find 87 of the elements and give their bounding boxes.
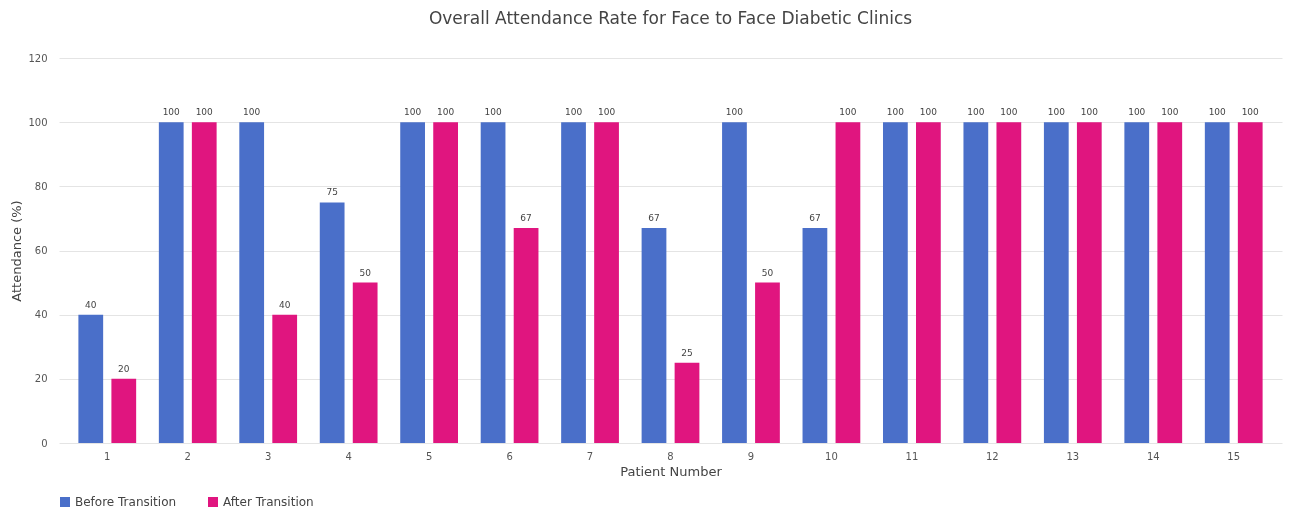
data-label: 100 <box>967 107 985 118</box>
bar <box>722 122 747 443</box>
data-label: 40 <box>278 299 291 310</box>
x-tick-label: 11 <box>905 450 919 462</box>
x-tick-label: 6 <box>506 450 513 462</box>
bar <box>352 282 378 443</box>
bar <box>1237 122 1263 443</box>
data-label: 50 <box>359 267 372 278</box>
bar <box>1157 122 1183 443</box>
data-label: 100 <box>725 107 744 118</box>
data-label: 100 <box>597 107 616 118</box>
bar <box>641 228 667 443</box>
bar <box>513 228 539 443</box>
x-tick-label: 7 <box>586 450 594 462</box>
y-tick-label: 120 <box>28 52 48 64</box>
data-label: 100 <box>1080 107 1099 118</box>
bar <box>400 122 425 443</box>
x-tick-label: 2 <box>184 450 191 462</box>
data-label: 20 <box>118 363 130 374</box>
data-label: 100 <box>839 107 857 118</box>
data-label: 100 <box>243 107 261 118</box>
data-label: 50 <box>761 267 774 278</box>
x-tick-label: 15 <box>1227 450 1241 462</box>
data-label: 40 <box>85 299 97 310</box>
data-label: 67 <box>809 213 821 224</box>
data-label: 100 <box>1047 107 1066 118</box>
bar <box>480 122 506 443</box>
x-tick-label: 10 <box>825 450 838 462</box>
data-label: 100 <box>195 107 214 118</box>
bar <box>755 282 780 443</box>
y-axis-title: Attendance (%) <box>9 200 25 302</box>
x-tick-label: 1 <box>104 450 111 462</box>
bar <box>191 122 217 443</box>
y-tick-label: 100 <box>28 116 48 128</box>
data-label: 100 <box>919 107 938 118</box>
bar <box>433 122 458 443</box>
y-tick-label: 80 <box>34 180 48 192</box>
bar <box>802 228 828 443</box>
bar <box>674 362 700 443</box>
chart-title: Overall Attendance Rate for Face to Face Diabetic Clinics <box>428 8 913 28</box>
bar <box>1124 122 1150 443</box>
bar <box>158 122 184 443</box>
data-label: 100 <box>484 107 502 118</box>
x-tick-label: 14 <box>1146 450 1160 462</box>
x-tick-label: 9 <box>747 450 755 462</box>
bar <box>996 122 1022 443</box>
bar <box>594 122 619 443</box>
bar <box>272 314 298 443</box>
legend-label: Before Transition <box>75 495 177 509</box>
legend-label: After Transition <box>223 495 314 509</box>
y-tick-label: 20 <box>34 373 48 385</box>
data-label: 100 <box>1000 107 1018 118</box>
x-tick-label: 12 <box>985 450 999 462</box>
data-label: 100 <box>1208 107 1227 118</box>
bar <box>916 122 941 443</box>
bar <box>1204 122 1230 443</box>
y-tick-label: 40 <box>34 309 48 321</box>
data-label: 25 <box>681 347 693 358</box>
data-label: 100 <box>162 107 181 118</box>
data-label: 100 <box>437 107 455 118</box>
x-axis-title: Patient Number <box>620 463 723 479</box>
data-label: 67 <box>520 213 532 224</box>
bar <box>1043 122 1069 443</box>
y-tick-label: 0 <box>41 437 48 449</box>
data-label: 100 <box>1128 107 1146 118</box>
data-label: 75 <box>326 187 338 198</box>
bar <box>111 378 137 443</box>
x-tick-label: 4 <box>345 450 352 462</box>
data-label: 100 <box>1161 107 1179 118</box>
bar <box>78 314 104 443</box>
bar <box>239 122 265 443</box>
x-tick-label: 3 <box>265 450 272 462</box>
bar <box>319 202 345 443</box>
data-label: 67 <box>648 213 660 224</box>
bar <box>1076 122 1102 443</box>
data-label: 100 <box>404 107 422 118</box>
x-tick-label: 13 <box>1066 450 1080 462</box>
x-tick-label: 8 <box>667 450 674 462</box>
data-label: 100 <box>886 107 905 118</box>
data-label: 100 <box>564 107 583 118</box>
bar <box>561 122 586 443</box>
y-tick-label: 60 <box>34 245 48 256</box>
x-tick-label: 5 <box>425 450 433 462</box>
bar <box>963 122 989 443</box>
data-label: 100 <box>1241 107 1260 118</box>
bar <box>835 122 861 443</box>
bar <box>883 122 908 443</box>
